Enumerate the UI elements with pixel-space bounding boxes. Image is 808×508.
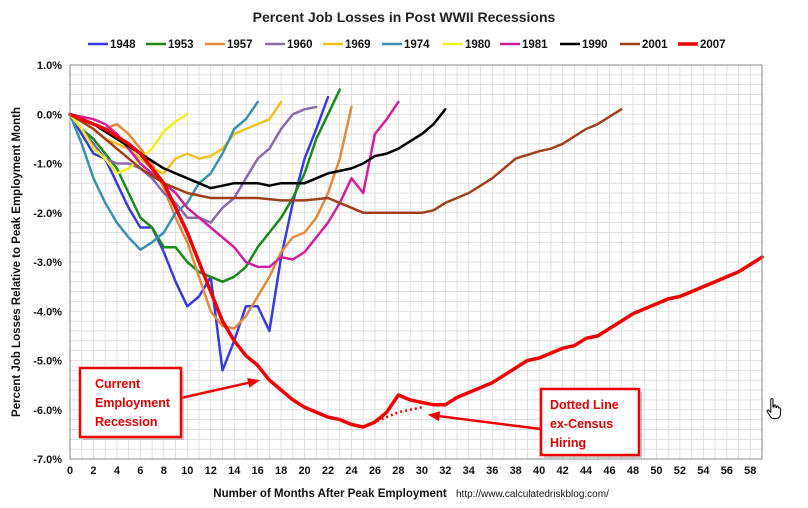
plot-border bbox=[69, 64, 763, 460]
y-tick-label: 0.0% bbox=[37, 109, 62, 121]
y-axis-ticks: 1.0% 0.0% -1.0% -2.0% -3.0% -4.0% -5.0% -6.0% -7… bbox=[33, 60, 62, 466]
annotation-arrow bbox=[180, 381, 249, 400]
x-tick-label: 34 bbox=[463, 465, 476, 477]
annotation-box bbox=[539, 387, 641, 457]
x-tick-label: 58 bbox=[744, 465, 756, 477]
x-tick-label: 10 bbox=[181, 465, 193, 477]
x-tick-label: 2 bbox=[90, 465, 96, 477]
series-line-1957 bbox=[68, 105, 353, 330]
x-tick-label: 36 bbox=[486, 465, 498, 477]
x-tick-label: 32 bbox=[439, 465, 451, 477]
x-tick-label: 40 bbox=[533, 465, 545, 477]
legend-label-1960: 1960 bbox=[287, 39, 313, 51]
chart-title: Percent Job Losses in Post WWII Recessio… bbox=[253, 9, 556, 25]
grid-lines bbox=[69, 64, 763, 460]
annotation-arrowhead bbox=[427, 411, 441, 422]
series-line-1980 bbox=[68, 113, 189, 175]
x-tick-label: 54 bbox=[697, 465, 710, 477]
legend-label-1948: 1948 bbox=[110, 39, 136, 51]
series-line-1960 bbox=[68, 105, 318, 224]
series-line-1990 bbox=[68, 108, 447, 190]
x-tick-label: 42 bbox=[556, 465, 568, 477]
annotation-arrowhead bbox=[247, 377, 261, 388]
series-line-2007 bbox=[68, 112, 764, 429]
x-tick-label: 20 bbox=[298, 465, 310, 477]
x-tick-label: 48 bbox=[627, 465, 639, 477]
y-axis-label: Percent Job Losses Relative to Peak Empl… bbox=[11, 107, 23, 417]
x-tick-label: 52 bbox=[674, 465, 686, 477]
x-tick-label: 0 bbox=[67, 465, 73, 477]
x-tick-label: 26 bbox=[369, 465, 381, 477]
annotation-text-line: Recession bbox=[95, 415, 158, 429]
y-tick-label: -3.0% bbox=[33, 257, 62, 269]
legend-label-1981: 1981 bbox=[522, 39, 548, 51]
x-axis-ticks: 0 2 4 6 8 10 12 14 16 18 20 22 24 26 28 30 32 34 36 38 40 42 4… bbox=[67, 465, 756, 477]
annotation-box bbox=[78, 366, 183, 439]
y-tick-label: -4.0% bbox=[33, 306, 62, 318]
series-line-1948 bbox=[68, 95, 330, 372]
annotation-text-line: ex-Census bbox=[550, 417, 613, 431]
y-tick-label: -6.0% bbox=[33, 405, 62, 417]
legend: 1948 1953 1957 1960 1969 1974 1980 1981 1990 2001… bbox=[88, 39, 726, 51]
series-line-1974 bbox=[68, 100, 259, 251]
legend-label-1974: 1974 bbox=[404, 39, 430, 51]
annotation-arrow bbox=[439, 414, 542, 431]
x-tick-label: 56 bbox=[721, 465, 733, 477]
annotation-text-line: Employment bbox=[95, 396, 171, 410]
annotation-text-line: Hiring bbox=[550, 436, 586, 450]
x-tick-label: 38 bbox=[510, 465, 522, 477]
x-tick-label: 14 bbox=[228, 465, 241, 477]
hand-cursor-icon bbox=[766, 398, 782, 419]
source-credit: http://www.calculatedriskblog.com/ bbox=[456, 489, 609, 500]
y-tick-label: -1.0% bbox=[33, 159, 62, 171]
x-tick-label: 8 bbox=[161, 465, 167, 477]
annotations: Current Employment Recession Dotted Line ex-… bbox=[78, 366, 642, 458]
x-tick-label: 24 bbox=[345, 465, 358, 477]
legend-label-1957: 1957 bbox=[227, 39, 253, 51]
x-axis-label: Number of Months After Peak Employment bbox=[213, 488, 447, 500]
annotation-text-line: Current bbox=[95, 377, 141, 391]
dotted-ex-census-line bbox=[362, 406, 423, 429]
legend-label-1953: 1953 bbox=[168, 39, 194, 51]
x-tick-label: 30 bbox=[416, 465, 428, 477]
legend-label-1980: 1980 bbox=[465, 39, 491, 51]
y-tick-label: 1.0% bbox=[37, 60, 62, 72]
series-lines bbox=[68, 88, 764, 429]
annotation-current: Current Employment Recession bbox=[78, 366, 261, 440]
x-tick-label: 50 bbox=[650, 465, 662, 477]
y-tick-label: -7.0% bbox=[33, 454, 62, 466]
legend-label-1990: 1990 bbox=[582, 39, 608, 51]
series-line-2001 bbox=[68, 108, 623, 215]
x-tick-label: 28 bbox=[392, 465, 404, 477]
x-tick-label: 44 bbox=[580, 465, 593, 477]
y-tick-label: -5.0% bbox=[33, 356, 62, 368]
legend-label-1969: 1969 bbox=[345, 39, 371, 51]
x-tick-label: 4 bbox=[114, 465, 121, 477]
legend-label-2001: 2001 bbox=[642, 39, 668, 51]
annotation-dotted: Dotted Line ex-Census Hiring bbox=[427, 387, 642, 458]
axes bbox=[69, 64, 763, 460]
x-tick-label: 46 bbox=[603, 465, 615, 477]
legend-label-2007: 2007 bbox=[700, 39, 726, 51]
x-tick-label: 16 bbox=[252, 465, 264, 477]
x-tick-label: 22 bbox=[322, 465, 334, 477]
annotation-text-line: Dotted Line bbox=[550, 398, 619, 412]
x-tick-label: 18 bbox=[275, 465, 287, 477]
x-tick-label: 6 bbox=[137, 465, 143, 477]
y-tick-label: -2.0% bbox=[33, 208, 62, 220]
x-tick-label: 12 bbox=[205, 465, 217, 477]
